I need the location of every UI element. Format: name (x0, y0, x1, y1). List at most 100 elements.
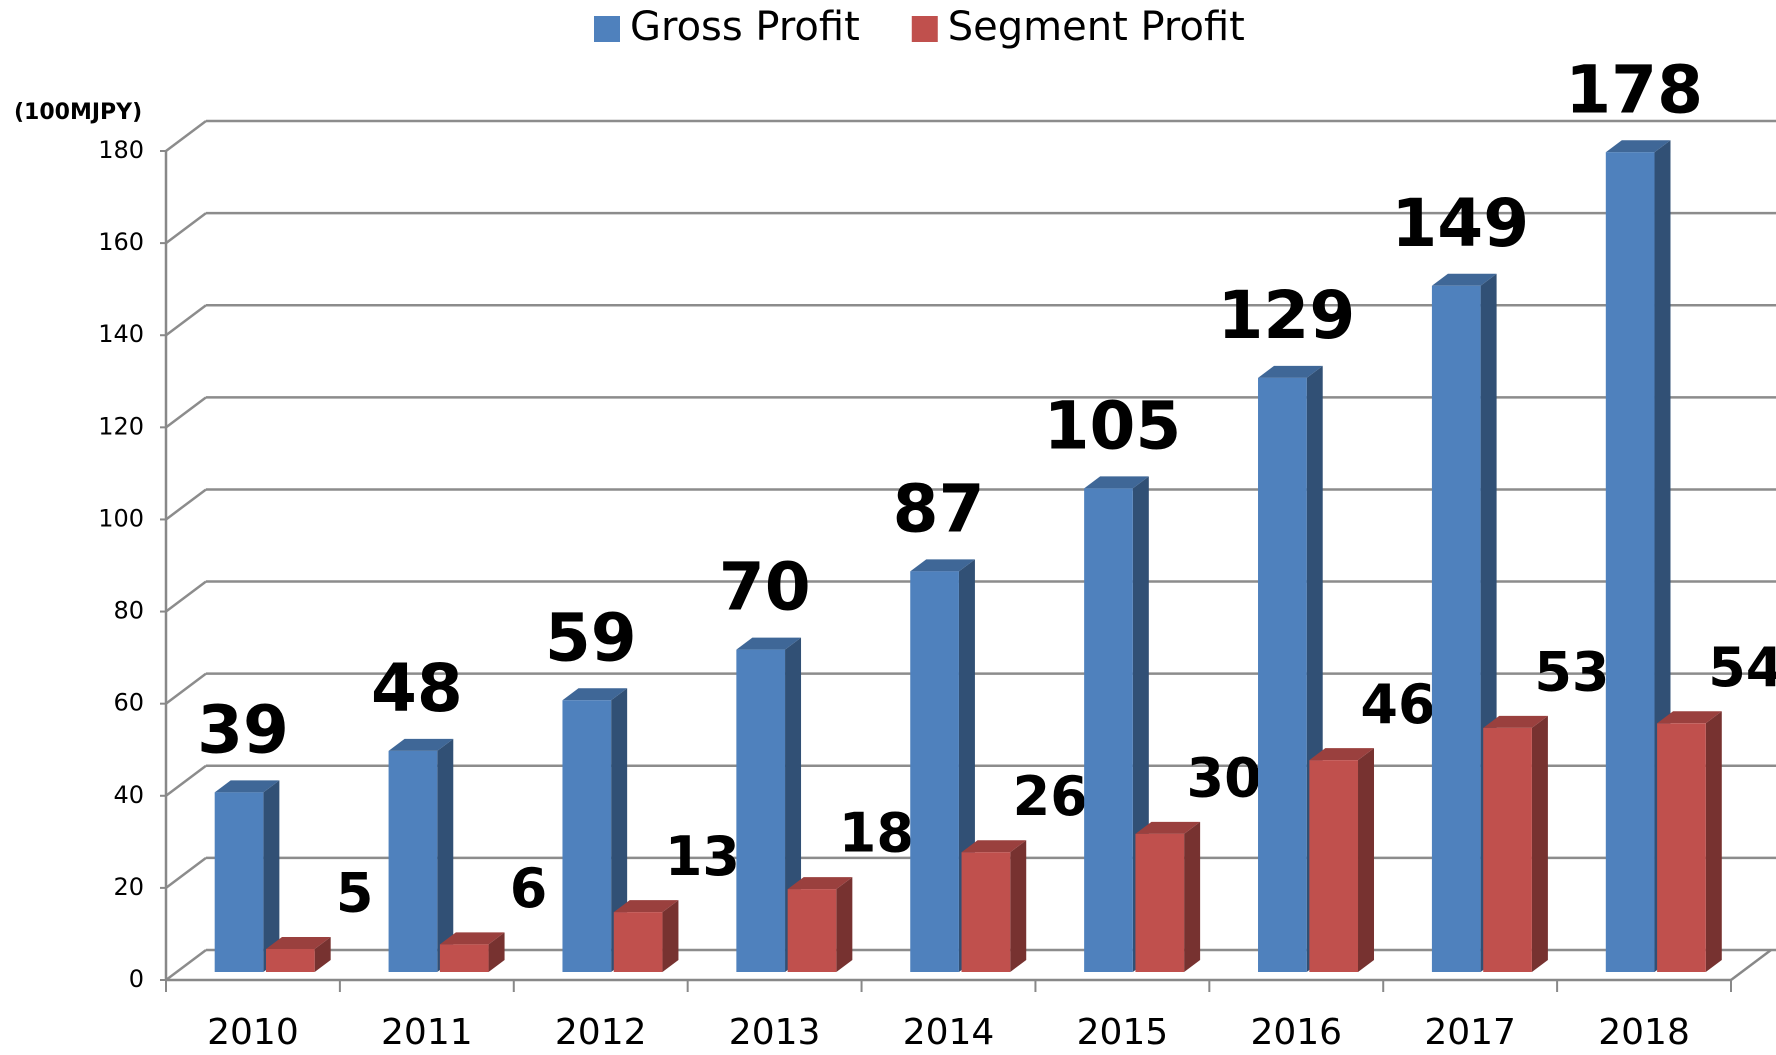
legend-label: Gross Profit (630, 4, 860, 50)
data-label: 5 (336, 862, 374, 925)
y-tick-label: 140 (98, 320, 144, 348)
y-tick-label: 180 (98, 136, 144, 164)
bar-side (1010, 840, 1027, 972)
bar (1657, 723, 1706, 972)
y-tick-label: 100 (98, 504, 144, 532)
x-tick-label: 2017 (1424, 1012, 1516, 1053)
bar-top (1309, 748, 1375, 761)
x-tick-label: 2015 (1077, 1012, 1169, 1053)
data-label: 105 (1044, 387, 1182, 464)
data-label: 59 (545, 599, 637, 676)
bar-top (388, 738, 454, 751)
data-label: 13 (665, 825, 740, 888)
data-label: 149 (1391, 185, 1529, 262)
data-label: 46 (1360, 673, 1435, 736)
bar-side (611, 688, 628, 972)
x-tick-label: 2018 (1598, 1012, 1690, 1053)
grid-line-side (165, 764, 207, 797)
bar-side (1705, 711, 1722, 972)
x-tick-label: 2012 (555, 1012, 647, 1053)
bar (736, 649, 786, 972)
bar-top (961, 840, 1027, 853)
bar-side (488, 932, 505, 972)
y-tick-label: 160 (98, 228, 144, 256)
data-label: 48 (371, 650, 463, 727)
x-tick-label: 2011 (381, 1012, 473, 1053)
y-tick-label: 20 (113, 873, 144, 901)
bar (1431, 285, 1481, 972)
bar-top (265, 936, 331, 949)
y-tick-label: 40 (113, 781, 144, 809)
x-tick-label: 2016 (1250, 1012, 1342, 1053)
bar-side (314, 936, 331, 972)
grid-line-side (165, 396, 207, 429)
bar-top (1135, 821, 1201, 834)
bar-top (214, 780, 280, 793)
bar-top (1431, 273, 1497, 286)
grid-line-side (165, 212, 207, 245)
bar (388, 750, 438, 972)
bar (613, 912, 663, 972)
bar-top (1657, 711, 1722, 724)
bar (787, 889, 837, 972)
bar-top (1483, 715, 1548, 728)
data-label: 6 (510, 857, 548, 920)
legend-swatch (594, 16, 620, 42)
data-label: 53 (1534, 641, 1609, 704)
bar (214, 792, 264, 972)
data-label: 178 (1565, 51, 1703, 128)
bar-side (1531, 715, 1548, 972)
grid-line-side (165, 856, 207, 889)
bar (1309, 760, 1359, 972)
data-label: 70 (719, 549, 811, 626)
y-tick-label: 0 (129, 965, 144, 993)
bar-top (736, 637, 802, 650)
bar (1605, 152, 1655, 972)
bar-side (662, 900, 679, 972)
bar (1258, 377, 1307, 973)
grid-line-side (165, 949, 207, 981)
bar-side (1184, 821, 1201, 972)
bar-top (1258, 365, 1323, 378)
bar-side (263, 780, 280, 972)
grid-line-side (165, 304, 207, 337)
bar (910, 571, 959, 972)
x-tick-label: 2010 (207, 1012, 299, 1053)
data-label: 39 (197, 691, 289, 768)
bar-top (1084, 476, 1149, 489)
grid-line-side (165, 580, 207, 613)
bar (265, 948, 315, 972)
grid-line-side (165, 672, 207, 705)
y-tick-label: 60 (113, 689, 144, 717)
bar-top (910, 559, 975, 572)
data-label: 54 (1708, 636, 1776, 699)
bar-top (1605, 140, 1671, 153)
grid-line-side (165, 488, 207, 521)
bar-side (437, 738, 454, 972)
grid-line-side (165, 120, 207, 152)
bar (961, 852, 1011, 972)
data-label: 30 (1187, 746, 1262, 809)
bar-top (562, 688, 628, 701)
bar (1084, 488, 1133, 972)
x-tick-label: 2014 (903, 1012, 995, 1053)
bar-side (1358, 748, 1375, 972)
data-label: 87 (893, 470, 985, 547)
legend-label: Segment Profit (948, 4, 1245, 50)
bar (1483, 727, 1532, 972)
y-axis-title: (100MJPY) (14, 100, 142, 125)
floor-edge (1730, 949, 1772, 981)
bar (439, 944, 489, 972)
bar (1135, 833, 1185, 972)
data-label: 18 (839, 802, 914, 865)
y-tick-label: 120 (98, 412, 144, 440)
x-tick-label: 2013 (729, 1012, 821, 1053)
bar-top (787, 877, 853, 890)
bar-top (613, 900, 679, 913)
bar (562, 700, 612, 972)
data-label: 26 (1013, 765, 1088, 828)
legend-swatch (911, 16, 938, 42)
bar-side (836, 877, 853, 972)
bar-top (439, 932, 505, 945)
